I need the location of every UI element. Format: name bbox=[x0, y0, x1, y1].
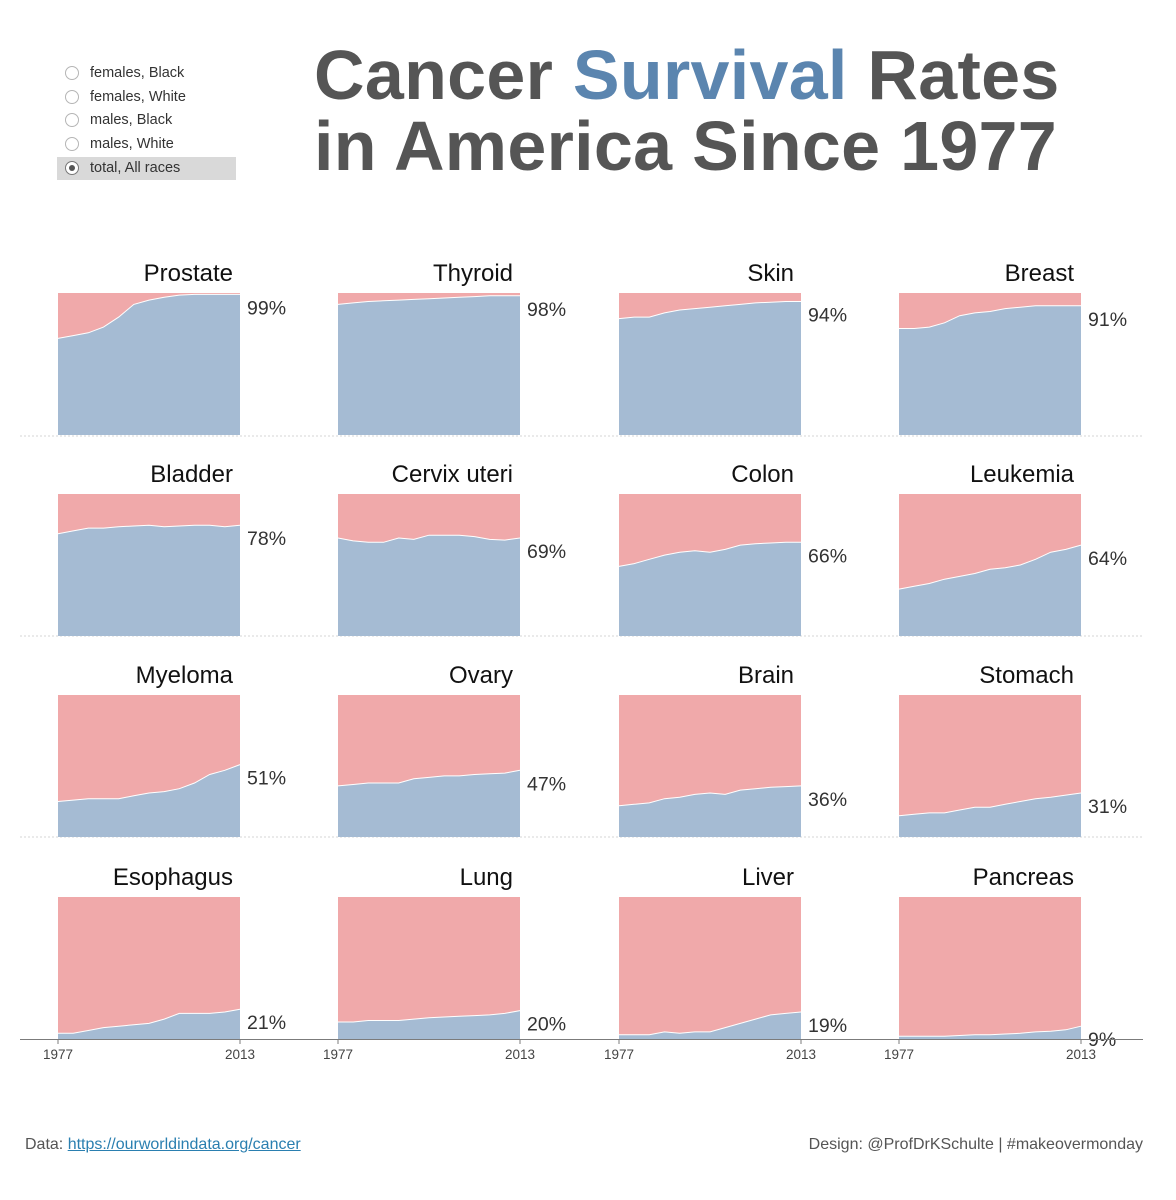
data-source-prefix: Data: bbox=[25, 1136, 68, 1153]
survival-line-liver bbox=[619, 1011, 802, 1036]
panel-title-esophagus: Esophagus bbox=[113, 864, 233, 891]
survival-area-leukemia bbox=[899, 545, 1081, 636]
survival-line-bladder bbox=[57, 524, 241, 535]
page-title: Cancer Survival Rates in America Since 19… bbox=[314, 40, 1104, 182]
panel-title-thyroid: Thyroid bbox=[433, 260, 513, 287]
survival-label-myeloma: 51% bbox=[247, 768, 286, 790]
panel-title-bladder: Bladder bbox=[150, 461, 233, 488]
survival-line-ovary bbox=[337, 769, 521, 787]
survival-area-bladder bbox=[58, 525, 240, 636]
panel-title-cervix-uteri: Cervix uteri bbox=[392, 461, 513, 488]
survival-line-prostate bbox=[57, 293, 240, 339]
survival-label-liver: 19% bbox=[808, 1015, 847, 1037]
panel-title-pancreas: Pancreas bbox=[973, 864, 1074, 891]
survival-label-prostate: 99% bbox=[247, 297, 286, 319]
legend-item-females-black[interactable]: females, Black bbox=[57, 62, 236, 86]
x-tick-label-1977: 1977 bbox=[884, 1047, 914, 1062]
survival-area-esophagus bbox=[58, 1009, 240, 1039]
title-line-2: in America Since 1977 bbox=[314, 107, 1058, 185]
survival-line-leukemia bbox=[898, 544, 1082, 590]
legend-item-label: males, Black bbox=[90, 112, 173, 129]
legend: females, Black females, White males, Bla… bbox=[57, 62, 236, 181]
panel-title-brain: Brain bbox=[738, 662, 794, 689]
survival-area-prostate bbox=[58, 294, 240, 435]
data-source-link[interactable]: https://ourworldindata.org/cancer bbox=[67, 1136, 301, 1153]
radio-icon[interactable] bbox=[65, 89, 79, 104]
survival-label-pancreas: 9% bbox=[1088, 1029, 1116, 1051]
survival-line-esophagus bbox=[58, 1008, 241, 1034]
survival-area-brain bbox=[619, 785, 801, 837]
title-part-1: Cancer bbox=[314, 36, 573, 114]
survival-area-stomach bbox=[899, 793, 1081, 837]
panel-title-ovary: Ovary bbox=[449, 662, 513, 689]
x-tick-label-2013: 2013 bbox=[786, 1047, 816, 1062]
x-tick-label-2013: 2013 bbox=[505, 1047, 535, 1062]
title-accent: Survival bbox=[572, 36, 848, 114]
legend-item-label: males, White bbox=[90, 136, 174, 153]
legend-item-males-white[interactable]: males, White bbox=[57, 133, 236, 157]
x-tick-label-2013: 2013 bbox=[225, 1047, 255, 1062]
data-source: Data: https://ourworldindata.org/cancer bbox=[25, 1136, 301, 1154]
survival-label-cervix-uteri: 69% bbox=[527, 541, 566, 563]
panel-title-myeloma: Myeloma bbox=[136, 662, 234, 689]
legend-item-total-all-races[interactable]: total, All races bbox=[57, 156, 236, 181]
remainder-area-pancreas bbox=[899, 897, 1081, 1039]
survival-area-breast bbox=[899, 305, 1081, 435]
radio-icon[interactable] bbox=[65, 66, 79, 80]
survival-area-colon bbox=[619, 542, 801, 636]
survival-line-breast bbox=[899, 305, 1081, 329]
survival-label-ovary: 47% bbox=[527, 773, 566, 795]
survival-line-cervix-uteri bbox=[337, 534, 521, 543]
title-part-2: Rates bbox=[847, 36, 1060, 114]
panel-title-lung: Lung bbox=[460, 864, 513, 891]
survival-label-leukemia: 64% bbox=[1088, 548, 1127, 570]
x-tick-label-1977: 1977 bbox=[604, 1047, 634, 1062]
survival-label-breast: 91% bbox=[1088, 309, 1127, 331]
survival-line-pancreas bbox=[899, 1025, 1082, 1037]
legend-item-label: total, All races bbox=[90, 159, 181, 176]
survival-line-skin bbox=[618, 301, 801, 320]
survival-label-stomach: 31% bbox=[1088, 796, 1127, 818]
x-tick-label-1977: 1977 bbox=[323, 1047, 353, 1062]
panel-title-colon: Colon bbox=[731, 461, 794, 488]
panel-title-leukemia: Leukemia bbox=[970, 461, 1075, 488]
radio-icon[interactable] bbox=[65, 113, 79, 128]
legend-item-females-white[interactable]: females, White bbox=[57, 86, 236, 110]
survival-label-brain: 36% bbox=[808, 789, 847, 811]
legend-item-males-black[interactable]: males, Black bbox=[57, 109, 236, 133]
survival-label-esophagus: 21% bbox=[247, 1012, 286, 1034]
survival-area-thyroid bbox=[338, 295, 520, 435]
panel-title-stomach: Stomach bbox=[979, 662, 1074, 689]
survival-label-bladder: 78% bbox=[247, 528, 286, 550]
x-tick-label-1977: 1977 bbox=[43, 1047, 73, 1062]
radio-icon[interactable] bbox=[65, 137, 79, 152]
survival-label-thyroid: 98% bbox=[527, 299, 566, 321]
legend-item-label: females, White bbox=[90, 88, 186, 105]
survival-label-colon: 66% bbox=[808, 545, 847, 567]
x-tick-label-2013: 2013 bbox=[1066, 1047, 1096, 1062]
radio-icon[interactable] bbox=[65, 160, 79, 175]
survival-area-skin bbox=[619, 301, 801, 435]
survival-line-brain bbox=[618, 785, 802, 807]
survival-line-colon bbox=[618, 541, 801, 567]
survival-area-ovary bbox=[338, 770, 520, 837]
panel-title-skin: Skin bbox=[747, 260, 794, 287]
survival-area-cervix-uteri bbox=[338, 535, 520, 636]
survival-area-pancreas bbox=[899, 1026, 1081, 1039]
survival-label-lung: 20% bbox=[527, 1014, 566, 1036]
panel-title-liver: Liver bbox=[742, 864, 794, 891]
survival-area-lung bbox=[338, 1010, 520, 1039]
legend-item-label: females, Black bbox=[90, 65, 185, 81]
survival-line-myeloma bbox=[57, 764, 241, 802]
survival-label-skin: 94% bbox=[808, 305, 847, 327]
survival-line-stomach bbox=[898, 792, 1082, 817]
survival-area-myeloma bbox=[58, 764, 240, 837]
survival-line-lung bbox=[338, 1010, 521, 1023]
panel-title-breast: Breast bbox=[1005, 260, 1075, 287]
panel-title-prostate: Prostate bbox=[144, 260, 233, 287]
design-credit: Design: @ProfDrKSchulte | #makeovermonda… bbox=[808, 1136, 1143, 1153]
survival-line-thyroid bbox=[337, 295, 520, 305]
